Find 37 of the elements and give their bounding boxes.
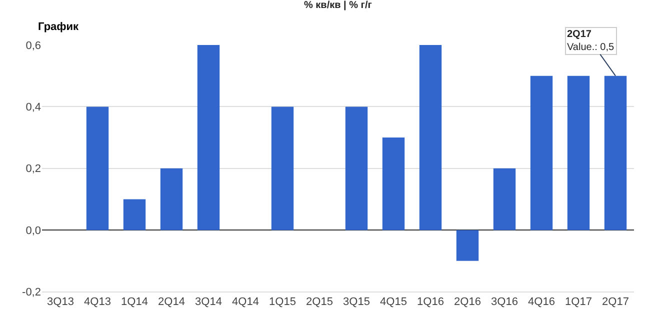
chart-subtitle: % кв/кв | % г/г <box>304 0 372 11</box>
x-tick-label: 4Q16 <box>528 296 555 308</box>
bar <box>530 76 553 230</box>
x-tick-label: 3Q13 <box>47 296 74 308</box>
x-tick-label: 1Q16 <box>417 296 444 308</box>
y-tick-label: 0,2 <box>26 163 41 176</box>
x-tick-label: 1Q14 <box>121 296 148 308</box>
y-tick-label: 0,4 <box>26 102 41 114</box>
x-tick-label: 2Q15 <box>306 296 333 308</box>
bar <box>567 76 590 230</box>
bar <box>493 168 516 230</box>
x-tick-label: 4Q13 <box>84 296 111 308</box>
x-tick-label: 2Q17 <box>602 296 629 308</box>
bar <box>86 106 109 230</box>
bar <box>160 168 183 230</box>
x-tick-label: 1Q17 <box>565 296 592 308</box>
x-tick-label: 3Q14 <box>195 296 222 308</box>
x-tick-label: 2Q14 <box>158 296 185 308</box>
bar <box>604 76 627 230</box>
bar <box>123 199 146 230</box>
chart-title: График <box>38 21 80 33</box>
x-tick-label: 4Q14 <box>232 296 259 308</box>
bar <box>197 45 220 230</box>
x-tick-label: 3Q16 <box>491 296 518 308</box>
bar <box>419 45 442 230</box>
x-tick-label: 1Q15 <box>269 296 296 308</box>
x-tick-label: 3Q15 <box>343 296 370 308</box>
x-tick-label: 2Q16 <box>454 296 481 308</box>
x-tick-label: 4Q15 <box>380 296 407 308</box>
y-tick-label: 0,0 <box>26 224 41 237</box>
bar <box>382 138 405 230</box>
bar <box>456 230 479 261</box>
annotation: 2Q17 Value.: 0,5 <box>567 29 615 53</box>
bar <box>345 106 368 230</box>
y-tick-label: 0,6 <box>26 40 41 52</box>
y-tick-label: -0,2 <box>22 286 41 299</box>
bar <box>271 106 294 230</box>
